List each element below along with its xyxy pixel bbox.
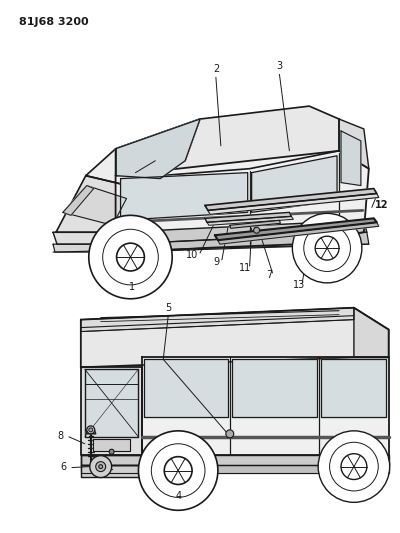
Circle shape [87,426,95,434]
Polygon shape [218,222,379,244]
Polygon shape [81,465,142,477]
Polygon shape [120,173,248,220]
Polygon shape [81,308,389,367]
Polygon shape [118,220,367,244]
Circle shape [116,243,144,271]
Polygon shape [354,308,389,357]
Circle shape [96,462,106,472]
Polygon shape [339,119,369,168]
Polygon shape [207,216,293,225]
Polygon shape [144,359,228,417]
Text: 11: 11 [238,263,251,273]
Circle shape [226,430,234,438]
Text: 13: 13 [293,280,306,290]
Polygon shape [116,119,200,179]
Circle shape [341,454,367,480]
Text: 7: 7 [266,270,273,280]
Polygon shape [208,193,379,214]
Circle shape [89,215,172,299]
Text: 1: 1 [130,282,136,292]
Polygon shape [252,156,337,212]
Text: 5: 5 [165,303,171,313]
Polygon shape [116,106,339,176]
Polygon shape [63,185,94,215]
Polygon shape [81,367,142,455]
Polygon shape [205,189,377,211]
Circle shape [138,431,218,510]
Polygon shape [56,106,374,258]
Polygon shape [53,244,124,252]
Circle shape [254,227,260,233]
Polygon shape [63,185,126,225]
Text: 9: 9 [214,257,220,267]
Circle shape [164,457,192,484]
Polygon shape [81,465,389,473]
Text: 8: 8 [57,431,63,441]
Circle shape [89,428,93,432]
Circle shape [99,465,103,469]
Text: 12: 12 [375,200,388,211]
Polygon shape [321,359,386,417]
Polygon shape [232,359,317,417]
Polygon shape [86,119,200,189]
Text: 10: 10 [186,250,198,260]
Polygon shape [230,220,280,228]
Circle shape [90,456,112,478]
Polygon shape [81,308,354,332]
Circle shape [292,213,362,283]
Polygon shape [86,431,96,434]
Text: 4: 4 [175,491,181,502]
Polygon shape [341,131,361,185]
Text: 2: 2 [213,64,219,75]
Polygon shape [53,232,122,244]
Polygon shape [85,369,138,437]
Polygon shape [116,151,369,252]
Text: 3: 3 [276,61,282,71]
Polygon shape [215,219,377,240]
Polygon shape [56,176,140,232]
Circle shape [109,449,114,454]
Text: 6: 6 [60,462,66,472]
Circle shape [318,431,390,502]
Polygon shape [81,455,389,465]
Polygon shape [118,232,369,252]
Polygon shape [142,357,389,455]
Polygon shape [81,455,142,465]
Circle shape [315,236,339,260]
Polygon shape [205,212,291,222]
Text: 81J68 3200: 81J68 3200 [19,17,89,27]
Polygon shape [93,439,130,451]
